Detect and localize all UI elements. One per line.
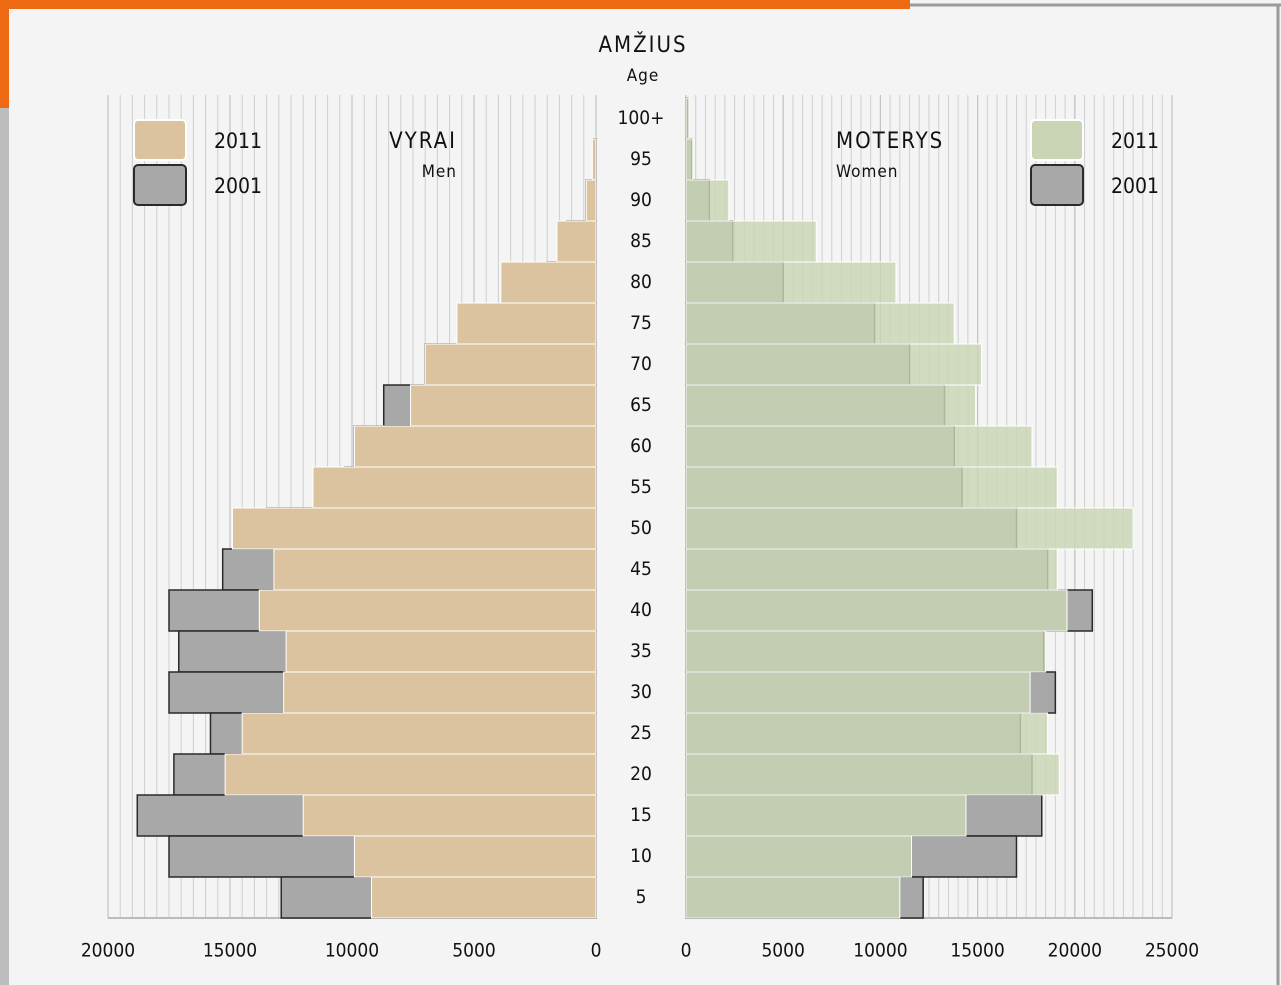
x-tick-label: 0 (681, 940, 692, 962)
bar (585, 179, 597, 222)
age-label: 5 (636, 886, 647, 908)
panel-subtitle: Women (836, 162, 899, 182)
bar (424, 343, 597, 386)
bar (685, 343, 982, 386)
age-label: 15 (630, 804, 652, 826)
left-accent (0, 0, 9, 108)
bar (224, 753, 597, 796)
bar (302, 794, 597, 837)
bar (231, 507, 597, 550)
age-label: 20 (630, 763, 652, 785)
age-label: 85 (630, 230, 652, 252)
bar (685, 425, 1033, 468)
bar (312, 466, 597, 509)
age-label: 75 (630, 312, 652, 334)
bar (556, 220, 597, 263)
panel-subtitle: Men (422, 162, 457, 182)
x-tick-label: 0 (591, 940, 602, 962)
bar (285, 630, 597, 673)
age-label: 35 (630, 640, 652, 662)
x-tick-label: 10000 (325, 940, 379, 962)
x-tick-label: 25000 (1145, 940, 1199, 962)
x-tick-label: 15000 (950, 940, 1004, 962)
panel-title: VYRAI (389, 129, 457, 154)
age-label: 70 (630, 353, 652, 375)
bar (283, 671, 597, 714)
legend-swatch (133, 164, 187, 206)
bar (685, 548, 1058, 591)
bar (456, 302, 597, 345)
bar (685, 466, 1058, 509)
bar (353, 425, 597, 468)
legend-label: 2011 (1111, 129, 1159, 153)
age-label: 50 (630, 517, 652, 539)
bar (685, 179, 730, 222)
age-label: 40 (630, 599, 652, 621)
bar (685, 876, 901, 919)
bar (685, 753, 1060, 796)
legend-swatch (1030, 119, 1084, 161)
age-label: 30 (630, 681, 652, 703)
bar (500, 261, 597, 304)
age-label: 10 (630, 845, 652, 867)
x-tick-label: 20000 (1048, 940, 1102, 962)
bar (685, 138, 694, 181)
age-label: 45 (630, 558, 652, 580)
bar (371, 876, 597, 919)
age-label: 60 (630, 435, 652, 457)
x-tick-label: 10000 (853, 940, 907, 962)
bar (685, 384, 977, 427)
age-label: 100+ (618, 107, 665, 129)
bar (273, 548, 597, 591)
bar (685, 671, 1031, 714)
age-label: 55 (630, 476, 652, 498)
x-tick-label: 15000 (203, 940, 257, 962)
age-label: 25 (630, 722, 652, 744)
bar (685, 220, 817, 263)
age-label: 80 (630, 271, 652, 293)
bar (685, 507, 1134, 550)
legend-label: 2001 (214, 174, 262, 198)
age-label: 65 (630, 394, 652, 416)
legend-label: 2001 (1111, 174, 1159, 198)
panel-title: MOTERYS (836, 129, 944, 154)
bar (685, 712, 1049, 755)
bar (258, 589, 597, 632)
top-accent (0, 0, 910, 9)
bar (591, 138, 597, 181)
bar (685, 261, 897, 304)
x-tick-label: 20000 (81, 940, 135, 962)
left-strip (0, 108, 9, 985)
bar (353, 835, 597, 878)
bar (685, 630, 1047, 673)
age-label: 95 (630, 148, 652, 170)
age-label: 90 (630, 189, 652, 211)
legend-label: 2011 (214, 129, 262, 153)
chart-subtitle: Age (627, 66, 660, 86)
legend-swatch (1030, 164, 1084, 206)
bar (241, 712, 597, 755)
bar (685, 835, 913, 878)
bar (685, 794, 967, 837)
x-tick-label: 5000 (452, 940, 496, 962)
bar (410, 384, 597, 427)
bar (685, 97, 690, 140)
legend-swatch (133, 119, 187, 161)
chart-title: AMŽIUS (598, 32, 687, 58)
bar (685, 302, 955, 345)
x-tick-label: 5000 (761, 940, 805, 962)
bar (685, 589, 1068, 632)
